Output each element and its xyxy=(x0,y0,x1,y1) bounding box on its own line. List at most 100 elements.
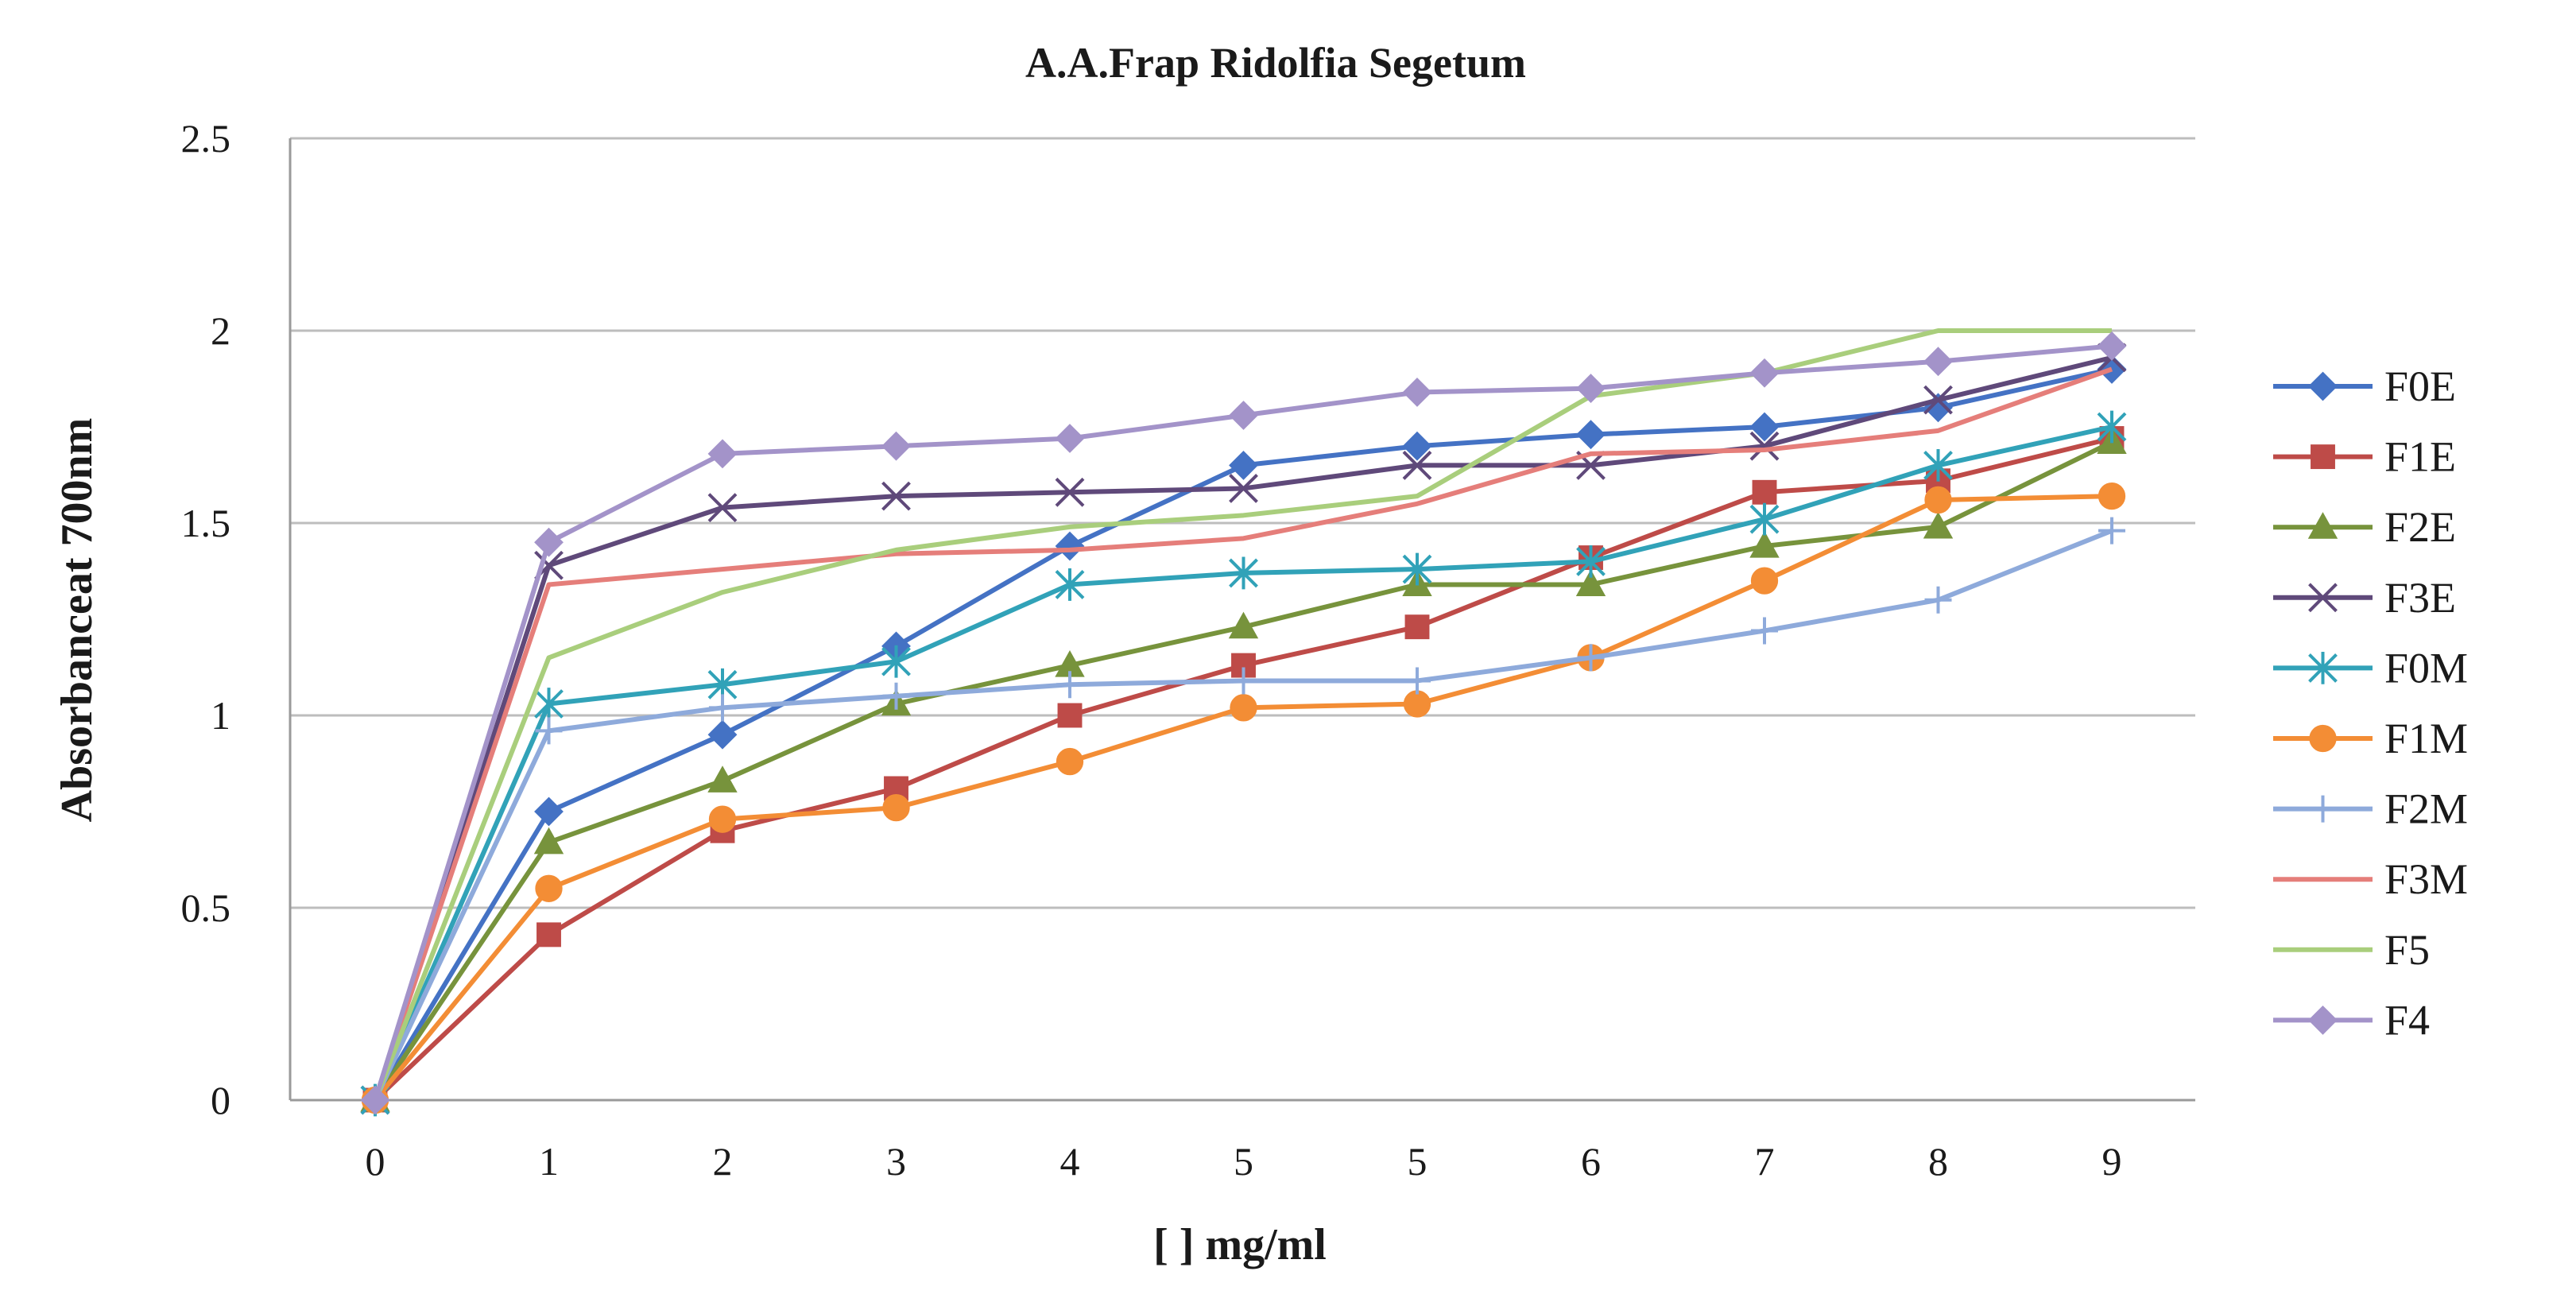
data-point xyxy=(2309,724,2337,753)
legend: F0E F1E F2E F3E F0M F1M F2M F3M F5 F4 xyxy=(2273,362,2468,1044)
legend-item: F3E xyxy=(2273,574,2456,622)
x-tick-label: 5 xyxy=(1234,1139,1253,1184)
data-point xyxy=(1749,502,1780,536)
legend-item: F2M xyxy=(2273,785,2468,833)
data-point xyxy=(360,1085,390,1115)
series-line-F3M xyxy=(373,366,2113,1101)
data-point xyxy=(1230,694,1257,722)
data-point xyxy=(1402,378,1432,407)
legend-label: F1M xyxy=(2384,715,2468,762)
legend-item: F1E xyxy=(2273,433,2456,481)
y-tick-label: 1 xyxy=(211,693,230,738)
y-tick-label: 0 xyxy=(211,1078,230,1122)
data-point xyxy=(1229,450,1258,480)
data-point xyxy=(2307,512,2338,539)
data-point xyxy=(1057,703,1083,728)
series-F3E xyxy=(360,343,2127,1115)
data-point xyxy=(882,794,910,822)
data-point xyxy=(707,439,738,469)
data-point xyxy=(1749,358,1780,388)
legend-label: F4 xyxy=(2384,996,2430,1044)
x-tick-label: 6 xyxy=(1581,1139,1601,1184)
data-point xyxy=(1403,690,1431,718)
data-point xyxy=(881,645,911,678)
legend-item: F0E xyxy=(2273,362,2456,410)
data-point xyxy=(2097,410,2127,444)
data-point xyxy=(1229,401,1258,430)
x-tick-label: 3 xyxy=(886,1139,906,1184)
data-point xyxy=(1923,385,1953,415)
data-point xyxy=(2098,482,2126,510)
x-tick-label: 9 xyxy=(2102,1139,2122,1184)
data-point xyxy=(2308,652,2338,684)
data-point xyxy=(2311,444,2335,470)
data-point xyxy=(1575,569,1606,597)
y-tick-label: 0.5 xyxy=(181,886,231,930)
data-point xyxy=(1404,667,1431,695)
x-tick-label: 1 xyxy=(539,1139,559,1184)
data-point xyxy=(1924,486,1952,514)
data-point xyxy=(1749,530,1780,558)
data-point xyxy=(1055,477,1085,507)
legend-item: F2E xyxy=(2273,503,2456,551)
data-point xyxy=(1228,611,1259,639)
data-point xyxy=(1404,614,1430,640)
data-point xyxy=(882,682,910,710)
data-point xyxy=(1924,586,1952,614)
legend-label: F2M xyxy=(2384,785,2468,833)
legend-label: F3M xyxy=(2384,855,2468,903)
y-tick-label: 2.5 xyxy=(181,116,231,161)
data-point xyxy=(1749,412,1780,442)
data-point xyxy=(1576,420,1606,450)
data-point xyxy=(708,805,737,833)
data-point xyxy=(2098,517,2125,544)
data-point xyxy=(2308,1005,2338,1035)
legend-label: F0M xyxy=(2384,644,2468,692)
series-F4 xyxy=(360,331,2127,1115)
x-tick-label: 4 xyxy=(1060,1139,1080,1184)
data-point xyxy=(535,717,563,745)
data-point xyxy=(1055,424,1085,453)
data-point xyxy=(1056,671,1083,699)
data-point xyxy=(1752,479,1777,505)
legend-item: F1M xyxy=(2273,715,2468,762)
data-point xyxy=(1402,431,1432,461)
legend-label: F5 xyxy=(2384,926,2430,974)
data-point xyxy=(1055,568,1085,601)
data-point xyxy=(881,431,911,461)
legend-label: F1E xyxy=(2384,433,2456,481)
data-point xyxy=(1750,567,1779,595)
data-point xyxy=(1576,374,1606,404)
data-point xyxy=(535,874,563,902)
legend-item: F0M xyxy=(2273,644,2468,692)
data-point xyxy=(881,481,911,511)
x-tick-label: 5 xyxy=(1408,1139,1427,1184)
data-point xyxy=(2308,371,2338,401)
x-tick-label: 2 xyxy=(713,1139,733,1184)
data-point xyxy=(2309,795,2337,823)
data-point xyxy=(1402,450,1432,480)
legend-item: F4 xyxy=(2273,996,2430,1044)
data-point xyxy=(1923,449,1953,482)
data-point xyxy=(707,719,738,750)
data-point xyxy=(1749,431,1780,461)
series-lines xyxy=(360,328,2127,1117)
legend-label: F3E xyxy=(2384,574,2456,622)
legend-item: F5 xyxy=(2273,926,2430,974)
data-point xyxy=(534,527,564,557)
y-axis-title: Absorbanceat 700nm xyxy=(52,418,102,823)
x-tick-labels: 0 1 2 3 4 5 5 6 7 8 9 xyxy=(366,1139,2122,1184)
data-point xyxy=(533,827,564,855)
data-point xyxy=(1230,667,1257,695)
legend-item: F3M xyxy=(2273,855,2468,903)
y-tick-label: 1.5 xyxy=(181,501,231,545)
x-tick-label: 8 xyxy=(1928,1139,1948,1184)
series-F5 xyxy=(373,328,2112,1102)
data-point xyxy=(1229,474,1258,503)
data-point xyxy=(1402,552,1432,586)
chart-title: A.A.Frap Ridolfia Segetum xyxy=(1025,39,1526,87)
legend-label: F0E xyxy=(2384,362,2456,410)
data-point xyxy=(534,688,564,720)
